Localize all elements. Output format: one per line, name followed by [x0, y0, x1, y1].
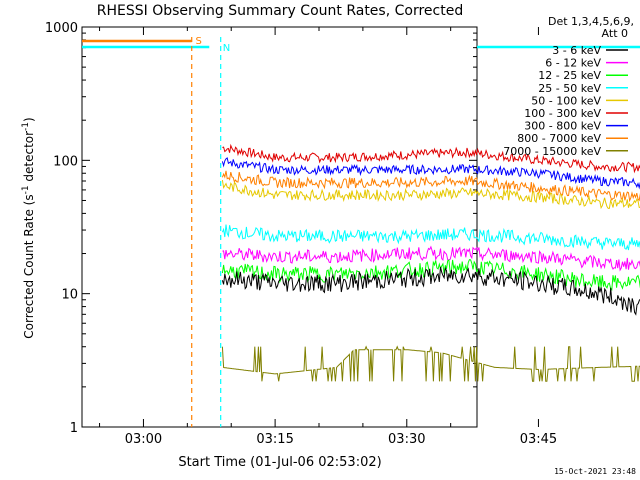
series-line-olive — [221, 345, 640, 382]
series-line-orange — [221, 170, 640, 203]
series-line-gold — [221, 180, 640, 210]
series-line-magenta — [222, 245, 640, 272]
legend-label: 25 - 50 keV — [538, 82, 601, 95]
y-tick-label: 1 — [70, 421, 78, 436]
y-tick-label: 10 — [61, 288, 78, 303]
axis-ticks: 03:0003:1503:3003:4504:0004:1504:3011010… — [45, 21, 557, 447]
series-line-red — [222, 143, 640, 174]
night-marker-label: N — [223, 43, 230, 54]
series-line-black — [221, 266, 640, 316]
legend-label: 800 - 7000 keV — [517, 132, 601, 145]
legend-label: 12 - 25 keV — [538, 69, 601, 82]
legend-title-line2: Att 0 — [602, 27, 628, 40]
legend-label: 50 - 100 keV — [531, 94, 601, 107]
timestamp: 15-Oct-2021 23:48 — [554, 467, 636, 476]
x-tick-label: 03:00 — [125, 432, 162, 447]
x-tick-label: 03:15 — [256, 432, 293, 447]
event-lines: SN — [82, 36, 640, 427]
series-lines — [221, 143, 640, 382]
saa-marker-label: S — [195, 36, 201, 47]
x-tick-label: 03:45 — [520, 432, 557, 447]
y-tick-label: 100 — [53, 154, 78, 169]
legend-label: 300 - 800 keV — [524, 120, 601, 133]
series-line-cyan — [221, 224, 640, 251]
y-axis-label: Corrected Count Rate (s-1 detector-1) — [21, 117, 36, 338]
legend-label: 100 - 300 keV — [524, 107, 601, 120]
x-axis-label: Start Time (01-Jul-06 02:53:02) — [178, 455, 381, 470]
x-tick-label: 03:30 — [388, 432, 425, 447]
chart-title: RHESSI Observing Summary Count Rates, Co… — [97, 3, 463, 19]
legend-label: 3 - 6 keV — [552, 44, 601, 57]
legend-label: 6 - 12 keV — [545, 57, 601, 70]
plot-frame — [81, 26, 478, 428]
series-line-green — [221, 259, 640, 291]
legend-label: 7000 - 15000 keV — [503, 145, 601, 158]
series-line-blue — [221, 157, 640, 190]
y-tick-label: 1000 — [45, 21, 78, 36]
legend-title-line1: Det 1,3,4,5,6,9, — [548, 15, 634, 28]
